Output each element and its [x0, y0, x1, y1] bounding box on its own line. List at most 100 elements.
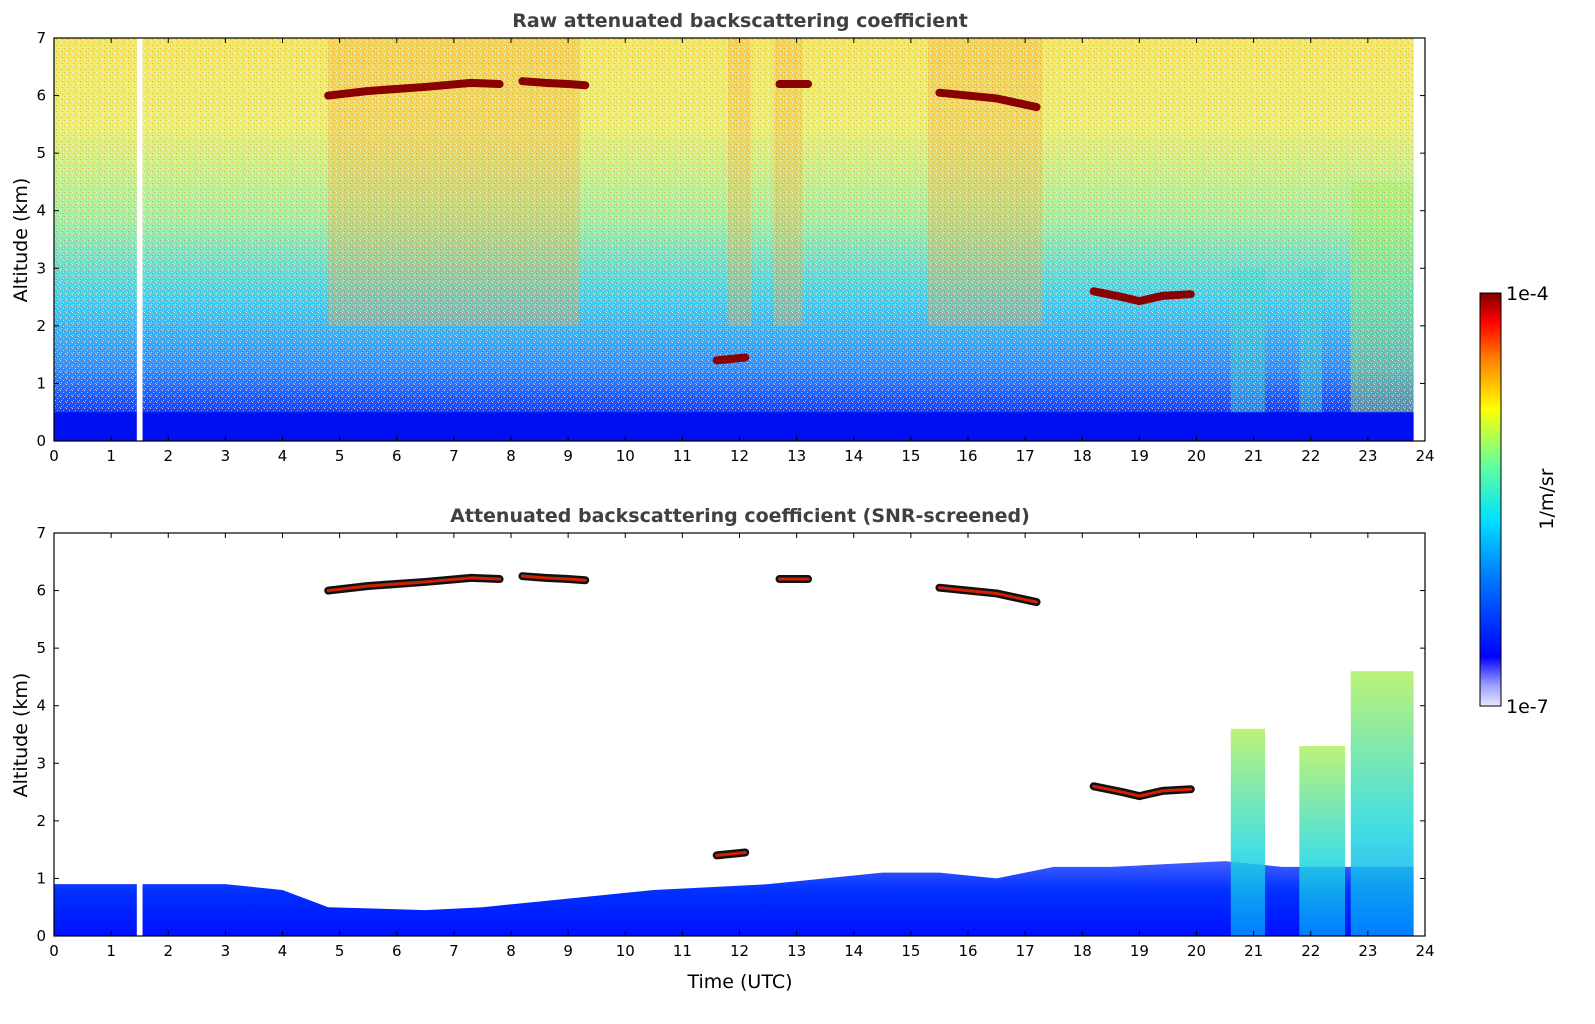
screened-x-tick-label: 1 [106, 942, 116, 960]
colorbar-min-label: 1e-7 [1506, 696, 1549, 718]
screened-x-tick-label: 17 [1016, 942, 1035, 960]
raw-cloud-layer [518, 77, 590, 90]
raw-y-tick-label: 2 [36, 317, 46, 335]
screened-cloud-layer-core [1092, 784, 1193, 798]
raw-x-tick-label: 11 [673, 447, 692, 465]
raw-x-tick-label: 17 [1016, 447, 1035, 465]
screened-panel-ylabel: Altitude (km) [10, 673, 32, 798]
raw-x-tick-label: 23 [1358, 447, 1377, 465]
screened-x-tick-label: 9 [563, 942, 573, 960]
screened-y-tick-label: 7 [36, 524, 46, 542]
screened-cloud-layer-core [326, 576, 502, 593]
raw-y-tick-label: 5 [36, 144, 46, 162]
raw-cloud-layer [712, 353, 750, 365]
raw-cloud-layer [324, 78, 504, 100]
raw-x-tick-label: 15 [901, 447, 920, 465]
raw-data-gap [136, 38, 143, 441]
raw-x-tick-label: 8 [506, 447, 516, 465]
screened-x-tick-label: 14 [844, 942, 863, 960]
raw-x-tick-label: 0 [49, 447, 59, 465]
raw-y-tick-label: 3 [36, 259, 46, 277]
raw-cloud-layer [935, 88, 1041, 112]
screened-x-tick-label: 22 [1301, 942, 1320, 960]
screened-x-tick-label: 15 [901, 942, 920, 960]
raw-y-tick-label: 4 [36, 202, 46, 220]
colorbar-gradient [1479, 292, 1502, 707]
screened-cloud-layer-core [520, 574, 587, 582]
screened-aerosol-plume [1230, 728, 1266, 936]
raw-x-tick-label: 18 [1073, 447, 1092, 465]
raw-y-tick-label: 6 [36, 87, 46, 105]
screened-y-tick-label: 4 [36, 697, 46, 715]
colorbar: 1e-4 1e-7 1/m/sr [1479, 283, 1558, 718]
raw-cloud-layer [1089, 287, 1195, 306]
screened-y-tick-label: 3 [36, 754, 46, 772]
screened-x-tick-label: 10 [616, 942, 635, 960]
screened-cloud-layers [324, 572, 1195, 860]
screened-y-tick-label: 5 [36, 639, 46, 657]
screened-y-tick-label: 6 [36, 582, 46, 600]
raw-x-tick-label: 2 [163, 447, 173, 465]
screened-x-tick-label: 5 [335, 942, 345, 960]
raw-x-tick-label: 16 [958, 447, 977, 465]
screened-cloud-layer-core [715, 851, 747, 857]
screened-backscatter-panel: Attenuated backscattering coefficient (S… [10, 505, 1435, 993]
raw-heatmap-field [54, 38, 1414, 441]
screened-x-tick-label: 2 [163, 942, 173, 960]
raw-x-tick-label: 7 [449, 447, 459, 465]
screened-y-tick-label: 1 [36, 869, 46, 887]
screened-x-tick-label: 18 [1073, 942, 1092, 960]
screened-y-tick-label: 2 [36, 812, 46, 830]
raw-y-tick-label: 0 [36, 432, 46, 450]
screened-aerosol-plume [1299, 746, 1346, 936]
raw-x-tick-label: 10 [616, 447, 635, 465]
raw-x-tick-label: 1 [106, 447, 116, 465]
raw-y-tick-label: 1 [36, 374, 46, 392]
raw-x-axis: 0 1 2 3 4 5 6 7 8 9 10 11 12 13 14 15 16 17 18 19 20 21 22 23 24 [49, 38, 1435, 465]
raw-y-tick-label: 7 [36, 29, 46, 47]
raw-noise-texture [54, 38, 1414, 441]
screened-x-tick-label: 6 [392, 942, 402, 960]
raw-cloud-layers [324, 77, 1195, 365]
screened-x-axis: 0 1 2 3 4 5 6 7 8 9 10 11 12 13 14 15 16 17 18 19 20 21 22 23 24 [49, 533, 1435, 960]
screened-panel-title: Attenuated backscattering coefficient (S… [450, 505, 1030, 527]
raw-x-tick-label: 24 [1415, 447, 1434, 465]
screened-x-tick-label: 7 [449, 942, 459, 960]
screened-x-tick-label: 23 [1358, 942, 1377, 960]
screened-x-tick-label: 3 [221, 942, 231, 960]
screened-x-tick-label: 0 [49, 942, 59, 960]
screened-x-tick-label: 20 [1187, 942, 1206, 960]
raw-x-tick-label: 21 [1244, 447, 1263, 465]
raw-x-tick-label: 22 [1301, 447, 1320, 465]
raw-panel-ylabel: Altitude (km) [10, 178, 32, 303]
raw-x-tick-label: 6 [392, 447, 402, 465]
screened-cloud-layer-core [937, 586, 1039, 604]
screened-x-tick-label: 21 [1244, 942, 1263, 960]
raw-x-tick-label: 14 [844, 447, 863, 465]
raw-x-tick-label: 5 [335, 447, 345, 465]
screened-x-tick-label: 8 [506, 942, 516, 960]
raw-panel-title: Raw attenuated backscattering coefficien… [512, 10, 968, 32]
raw-x-tick-label: 4 [278, 447, 288, 465]
screened-x-tick-label: 11 [673, 942, 692, 960]
screened-data-gap [136, 866, 143, 936]
raw-y-axis: 0 1 2 3 4 5 6 7 [36, 29, 1425, 450]
screened-panel-xlabel: Time (UTC) [686, 971, 792, 993]
screened-x-tick-label: 12 [730, 942, 749, 960]
colorbar-unit-label: 1/m/sr [1536, 468, 1558, 529]
screened-x-tick-label: 4 [278, 942, 288, 960]
raw-boundary-layer [54, 412, 1414, 441]
colorbar-max-label: 1e-4 [1506, 283, 1549, 305]
raw-x-tick-label: 3 [221, 447, 231, 465]
screened-y-tick-label: 0 [36, 927, 46, 945]
raw-x-tick-label: 20 [1187, 447, 1206, 465]
screened-x-tick-label: 19 [1130, 942, 1149, 960]
raw-x-tick-label: 9 [563, 447, 573, 465]
raw-x-tick-label: 19 [1130, 447, 1149, 465]
screened-x-tick-label: 13 [787, 942, 806, 960]
screened-x-tick-label: 16 [958, 942, 977, 960]
raw-backscatter-panel: Raw attenuated backscattering coefficien… [10, 10, 1435, 465]
screened-x-tick-label: 24 [1415, 942, 1434, 960]
